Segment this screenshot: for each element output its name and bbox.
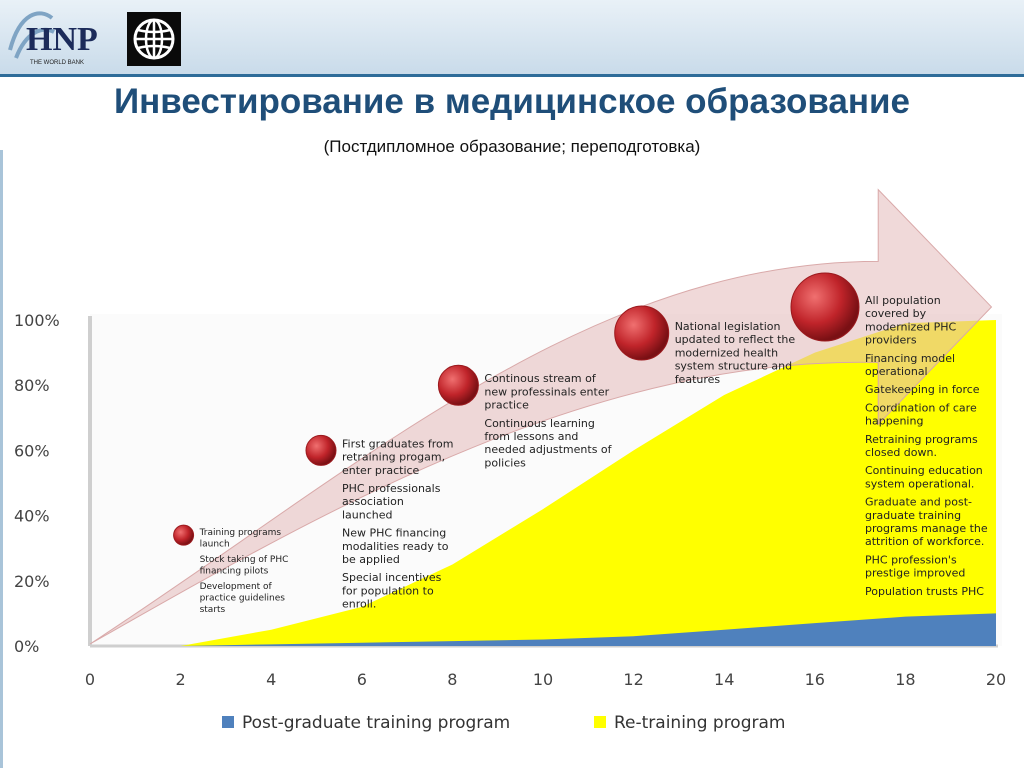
x-tick-label: 16 xyxy=(805,670,825,689)
milestone-annotation: New PHC financing xyxy=(342,527,446,540)
milestone-annotation: launch xyxy=(200,540,230,550)
legend-swatch xyxy=(222,716,234,728)
milestone-annotation: Development of xyxy=(200,582,273,592)
chart-legend: Post-graduate training program Re-trainin… xyxy=(222,713,785,733)
milestone-annotation: Stock taking of PHC xyxy=(200,555,289,565)
legend-swatch xyxy=(594,716,606,728)
x-tick-label: 8 xyxy=(447,670,457,689)
milestone-annotation: association xyxy=(342,495,404,508)
milestone-annotation: updated to reflect the xyxy=(675,333,796,346)
x-tick-label: 4 xyxy=(266,670,276,689)
progress-arrow xyxy=(89,188,993,645)
logo-subtext: THE WORLD BANK xyxy=(30,60,84,66)
x-tick-label: 10 xyxy=(533,670,553,689)
x-tick-label: 6 xyxy=(357,670,367,689)
milestone-annotation: Continous stream of xyxy=(484,372,596,385)
milestone-annotation: prestige improved xyxy=(865,567,965,580)
milestone-annotation: practice xyxy=(484,399,529,412)
logo-swirl-icon xyxy=(8,11,55,59)
milestone-annotation: from lessons and xyxy=(484,430,578,443)
page-subtitle: (Постдипломное образование; переподготов… xyxy=(323,137,701,156)
y-tick-label: 0% xyxy=(14,637,39,656)
legend-label: Post-graduate training program xyxy=(242,713,510,733)
milestone-annotation: programs manage the xyxy=(865,522,988,535)
milestone-annotation: new professinals enter xyxy=(484,385,609,398)
milestone-annotation: Continuing education xyxy=(865,464,983,477)
milestone-annotation: features xyxy=(675,373,721,386)
milestone-annotation: Retraining programs xyxy=(865,433,978,446)
world-bank-globe-icon xyxy=(127,12,181,66)
y-tick-label: 60% xyxy=(14,441,50,460)
x-tick-label: 0 xyxy=(85,670,95,689)
milestone-annotation: PHC profession's xyxy=(865,553,957,566)
milestone-annotation: attrition of workforce. xyxy=(865,535,984,548)
milestone-annotation: policies xyxy=(484,456,526,469)
milestone-annotation: practice guidelines xyxy=(200,594,286,604)
y-tick-label: 40% xyxy=(14,507,50,526)
milestone-marker xyxy=(173,524,195,546)
hnp-logo: HNP THE WORLD BANK xyxy=(8,11,98,66)
milestone-annotation: financing pilots xyxy=(200,567,269,577)
x-tick-label: 20 xyxy=(986,670,1006,689)
x-tick-label: 2 xyxy=(176,670,186,689)
milestone-marker xyxy=(437,364,479,406)
milestone-marker xyxy=(614,305,670,361)
milestone-annotation: Training programs xyxy=(199,528,282,538)
milestone-annotation: needed adjustments of xyxy=(484,443,612,456)
investment-chart: 0% 20% 40% 60% 80% 100% 0 2 4 6 8 10 12 14 16 18 20 Trai… xyxy=(14,188,1006,733)
header-bar: HNP THE WORLD BANK xyxy=(0,0,1024,77)
milestone-annotation: closed down. xyxy=(865,446,937,459)
page-title: Инвестирование в медицинское образование xyxy=(113,82,910,121)
milestone-annotation: retraining progam, xyxy=(342,451,445,464)
milestone-annotation: system structure and xyxy=(675,360,792,373)
y-tick-label: 80% xyxy=(14,376,50,395)
milestone-annotation: graduate training xyxy=(865,509,961,522)
logo-text: HNP xyxy=(26,21,98,58)
milestone-annotation: Population trusts PHC xyxy=(865,585,984,598)
slide-edge-decoration xyxy=(0,150,3,768)
milestone-annotation: for population to xyxy=(342,584,434,597)
milestone-annotation: modernized PHC xyxy=(865,320,956,333)
milestone-annotation: Special incentives xyxy=(342,571,442,584)
series-area-re-training-program xyxy=(90,320,996,646)
milestone-annotation: system operational. xyxy=(865,477,974,490)
milestone-annotation: be applied xyxy=(342,553,400,566)
y-tick-label: 20% xyxy=(14,572,50,591)
milestone-annotation: starts xyxy=(200,605,226,615)
milestone-annotation: launched xyxy=(342,508,393,521)
milestone-annotation: happening xyxy=(865,415,923,428)
milestone-annotation: All population xyxy=(865,294,941,307)
legend-label: Re-training program xyxy=(614,713,785,733)
milestone-marker xyxy=(305,434,337,466)
x-tick-label: 12 xyxy=(623,670,643,689)
milestone-annotation: providers xyxy=(865,334,917,347)
milestone-annotation: operational xyxy=(865,365,928,378)
milestone-annotation: covered by xyxy=(865,307,927,320)
x-tick-label: 18 xyxy=(895,670,915,689)
milestone-annotation: First graduates from xyxy=(342,437,454,450)
milestone-annotation: Financing model xyxy=(865,352,955,365)
milestone-marker xyxy=(790,272,860,342)
milestone-annotation: enroll. xyxy=(342,598,376,611)
milestone-annotation: Coordination of care xyxy=(865,401,977,414)
milestone-annotation: modernized health xyxy=(675,346,778,359)
milestone-annotation: Continuous learning xyxy=(484,417,595,430)
milestone-annotation: PHC professionals xyxy=(342,482,441,495)
milestone-annotation: National legislation xyxy=(675,320,781,333)
progress-arrow-shape xyxy=(89,188,993,645)
milestone-annotation: Gatekeeping in force xyxy=(865,383,980,396)
x-tick-label: 14 xyxy=(714,670,734,689)
series-area-post-graduate-training-program xyxy=(90,613,996,646)
y-tick-label: 100% xyxy=(14,311,60,330)
milestone-annotation: Graduate and post- xyxy=(865,496,972,509)
milestone-annotation: modalities ready to xyxy=(342,540,449,553)
milestone-annotation: enter practice xyxy=(342,464,420,477)
